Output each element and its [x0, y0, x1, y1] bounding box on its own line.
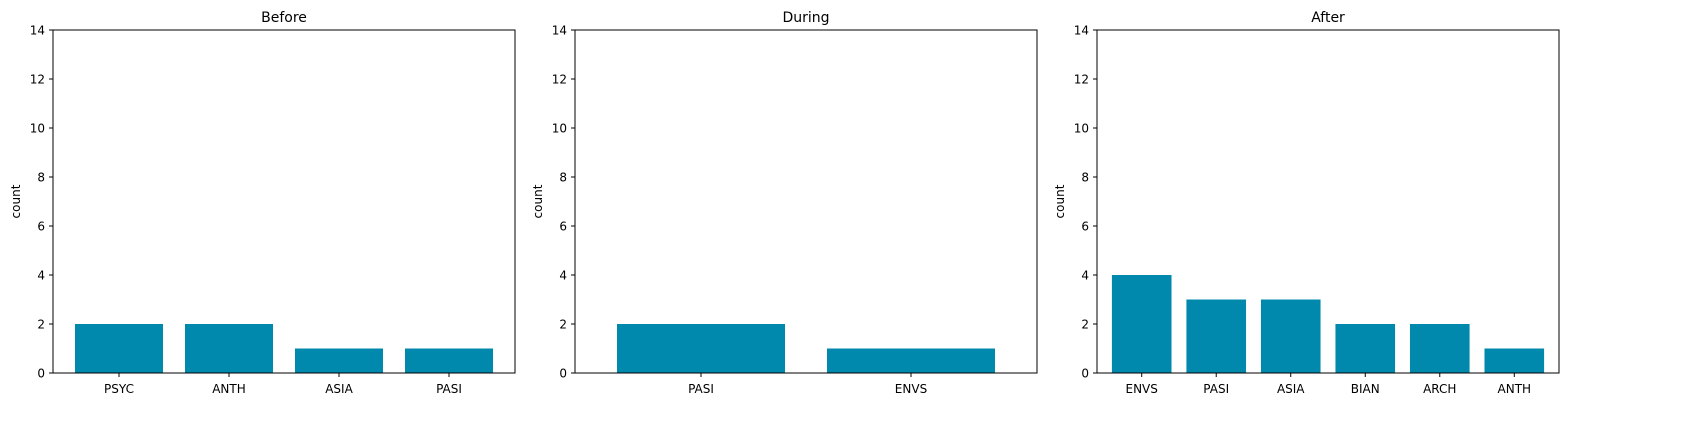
y-tick-label: 4: [559, 269, 567, 283]
y-axis-label: count: [9, 184, 23, 218]
y-tick-label: 10: [30, 122, 45, 136]
y-tick-label: 6: [1081, 220, 1089, 234]
y-tick-label: 12: [1074, 73, 1089, 87]
y-tick-label: 2: [559, 318, 567, 332]
bar-asia: [1260, 299, 1321, 373]
y-tick-label: 2: [37, 318, 45, 332]
y-tick-label: 14: [1074, 24, 1089, 38]
x-tick-label: ARCH: [1423, 382, 1456, 396]
chart-title: After: [1311, 10, 1345, 26]
x-tick-label: ASIA: [1277, 382, 1305, 396]
x-tick-label: PSYC: [104, 382, 134, 396]
x-tick-label: BIAN: [1351, 382, 1380, 396]
chart-panel-1: During 0 2 4 6 8 10 12 14 PASI ENVS count: [531, 10, 1038, 396]
chart-title: Before: [261, 10, 307, 26]
y-tick-label: 10: [1074, 122, 1089, 136]
bar-envs: [827, 348, 995, 373]
y-tick-label: 0: [559, 367, 567, 381]
bar-pasi: [1186, 299, 1247, 373]
y-tick-label: 0: [37, 367, 45, 381]
y-tick-label: 6: [559, 220, 567, 234]
chart-panel-0: Before 0 2 4 6 8 10 12 14 PSYC ANTH ASIA PASI count: [9, 10, 516, 396]
y-tick-label: 12: [552, 73, 567, 87]
bar-asia: [295, 348, 383, 373]
x-tick-label: ASIA: [325, 382, 353, 396]
y-tick-label: 8: [559, 171, 567, 185]
chart-panel-2: After 0 2 4 6 8 10 12 14 ENVS PASI ASIA BIAN ARCH ANTH…: [1053, 10, 1560, 396]
bar-anth: [1484, 348, 1545, 373]
bar-envs: [1111, 275, 1172, 373]
axes-frame: [52, 29, 516, 374]
x-tick-label: PASI: [688, 382, 714, 396]
chart-title: During: [782, 10, 829, 26]
x-tick-label: ENVS: [1126, 382, 1158, 396]
bar-bian: [1335, 324, 1396, 373]
y-tick-label: 6: [37, 220, 45, 234]
axes-frame: [574, 29, 1038, 374]
x-tick-label: PASI: [1203, 382, 1229, 396]
x-tick-label: ANTH: [212, 382, 246, 396]
y-tick-label: 8: [37, 171, 45, 185]
y-tick-label: 4: [1081, 269, 1089, 283]
bar-arch: [1409, 324, 1470, 373]
y-axis-label: count: [531, 184, 545, 218]
x-tick-label: ANTH: [1498, 382, 1532, 396]
bar-psyc: [75, 324, 163, 373]
axes-frame: [1096, 29, 1560, 374]
y-tick-label: 14: [30, 24, 45, 38]
y-tick-label: 2: [1081, 318, 1089, 332]
y-tick-label: 12: [30, 73, 45, 87]
bar-pasi: [405, 348, 493, 373]
bar-anth: [185, 324, 273, 373]
x-tick-label: ENVS: [895, 382, 927, 396]
bar-pasi: [617, 324, 785, 373]
y-tick-label: 8: [1081, 171, 1089, 185]
y-tick-label: 14: [552, 24, 567, 38]
y-axis-label: count: [1053, 184, 1067, 218]
y-tick-label: 4: [37, 269, 45, 283]
y-tick-label: 10: [552, 122, 567, 136]
x-tick-label: PASI: [436, 382, 462, 396]
y-tick-label: 0: [1081, 367, 1089, 381]
